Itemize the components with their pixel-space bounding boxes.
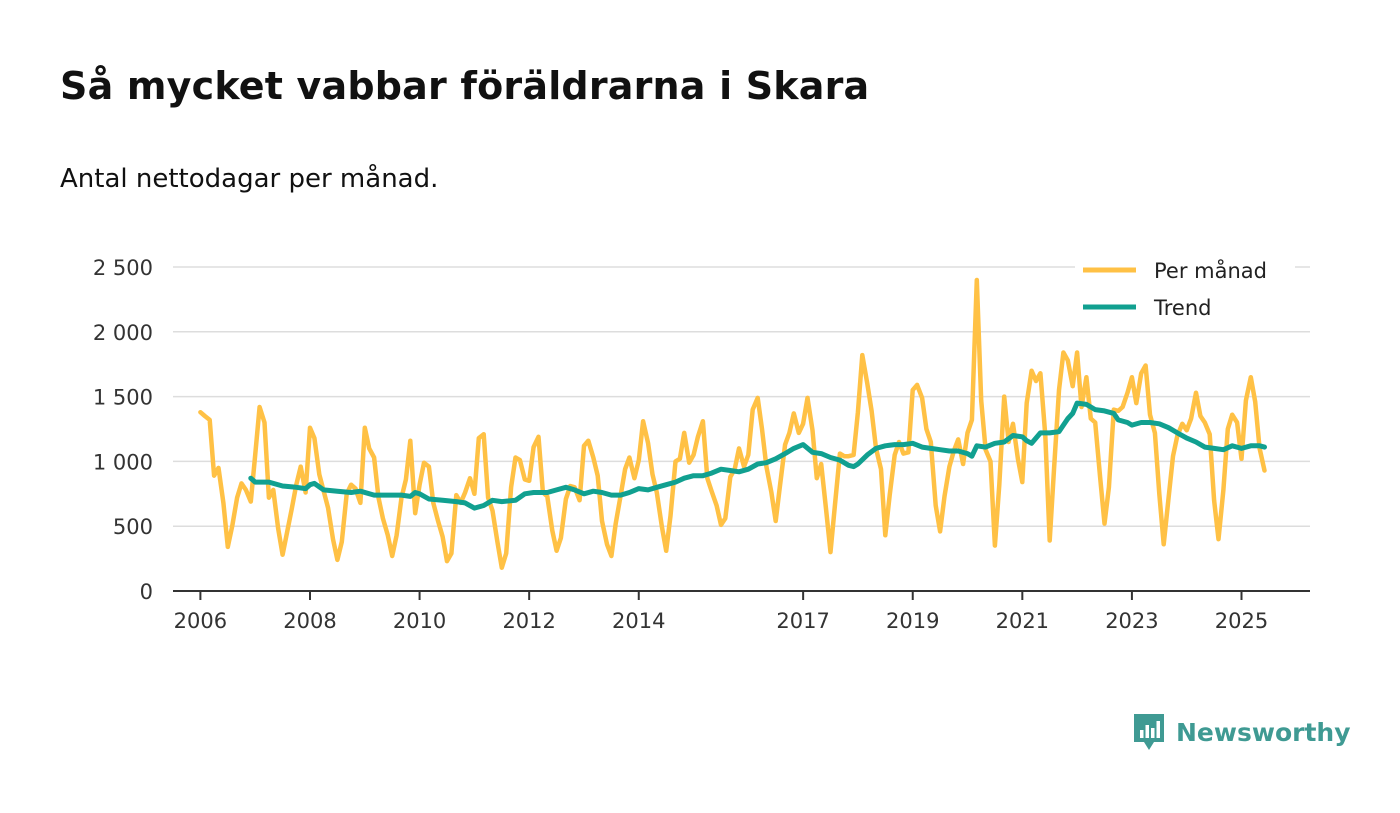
y-tick-label: 2 500 bbox=[93, 256, 153, 280]
x-tick-label: 2008 bbox=[283, 609, 336, 633]
x-tick-label: 2014 bbox=[612, 609, 665, 633]
y-axis-ticks: 0 500 1 000 1 500 2 000 2 500 bbox=[93, 256, 153, 604]
x-tick-label: 2025 bbox=[1215, 609, 1268, 633]
x-tick-label: 2019 bbox=[886, 609, 939, 633]
y-tick-label: 1 500 bbox=[93, 386, 153, 410]
x-tick-label: 2006 bbox=[174, 609, 227, 633]
x-tick-label: 2012 bbox=[502, 609, 555, 633]
series-lines bbox=[198, 277, 1267, 570]
x-tick-label: 2023 bbox=[1105, 609, 1158, 633]
y-tick-label: 500 bbox=[113, 515, 153, 539]
x-tick-label: 2021 bbox=[996, 609, 1049, 633]
newsworthy-brand-name: Newsworthy bbox=[1176, 717, 1351, 747]
legend-label-trend: Trend bbox=[1153, 296, 1211, 320]
y-tick-label: 0 bbox=[140, 580, 153, 604]
chart-subtitle: Antal nettodagar per månad. bbox=[60, 164, 439, 194]
y-tick-label: 1 000 bbox=[93, 450, 153, 474]
x-tick-label: 2017 bbox=[776, 609, 829, 633]
newsworthy-brand: Newsworthy bbox=[1132, 712, 1351, 752]
legend-label-per-manad: Per månad bbox=[1154, 258, 1267, 283]
legend: Per månad Trend bbox=[1075, 252, 1295, 330]
x-tick-label: 2010 bbox=[393, 609, 446, 633]
x-axis: 2006 2008 2010 2012 2014 2017 2019 2021 2023 2025 bbox=[173, 590, 1310, 633]
series-line-trend bbox=[248, 400, 1267, 511]
newsworthy-logo-icon bbox=[1134, 714, 1164, 750]
chart-title: Så mycket vabbar föräldrarna i Skara bbox=[60, 64, 870, 108]
y-tick-label: 2 000 bbox=[93, 321, 153, 345]
legend-background bbox=[1075, 252, 1295, 330]
